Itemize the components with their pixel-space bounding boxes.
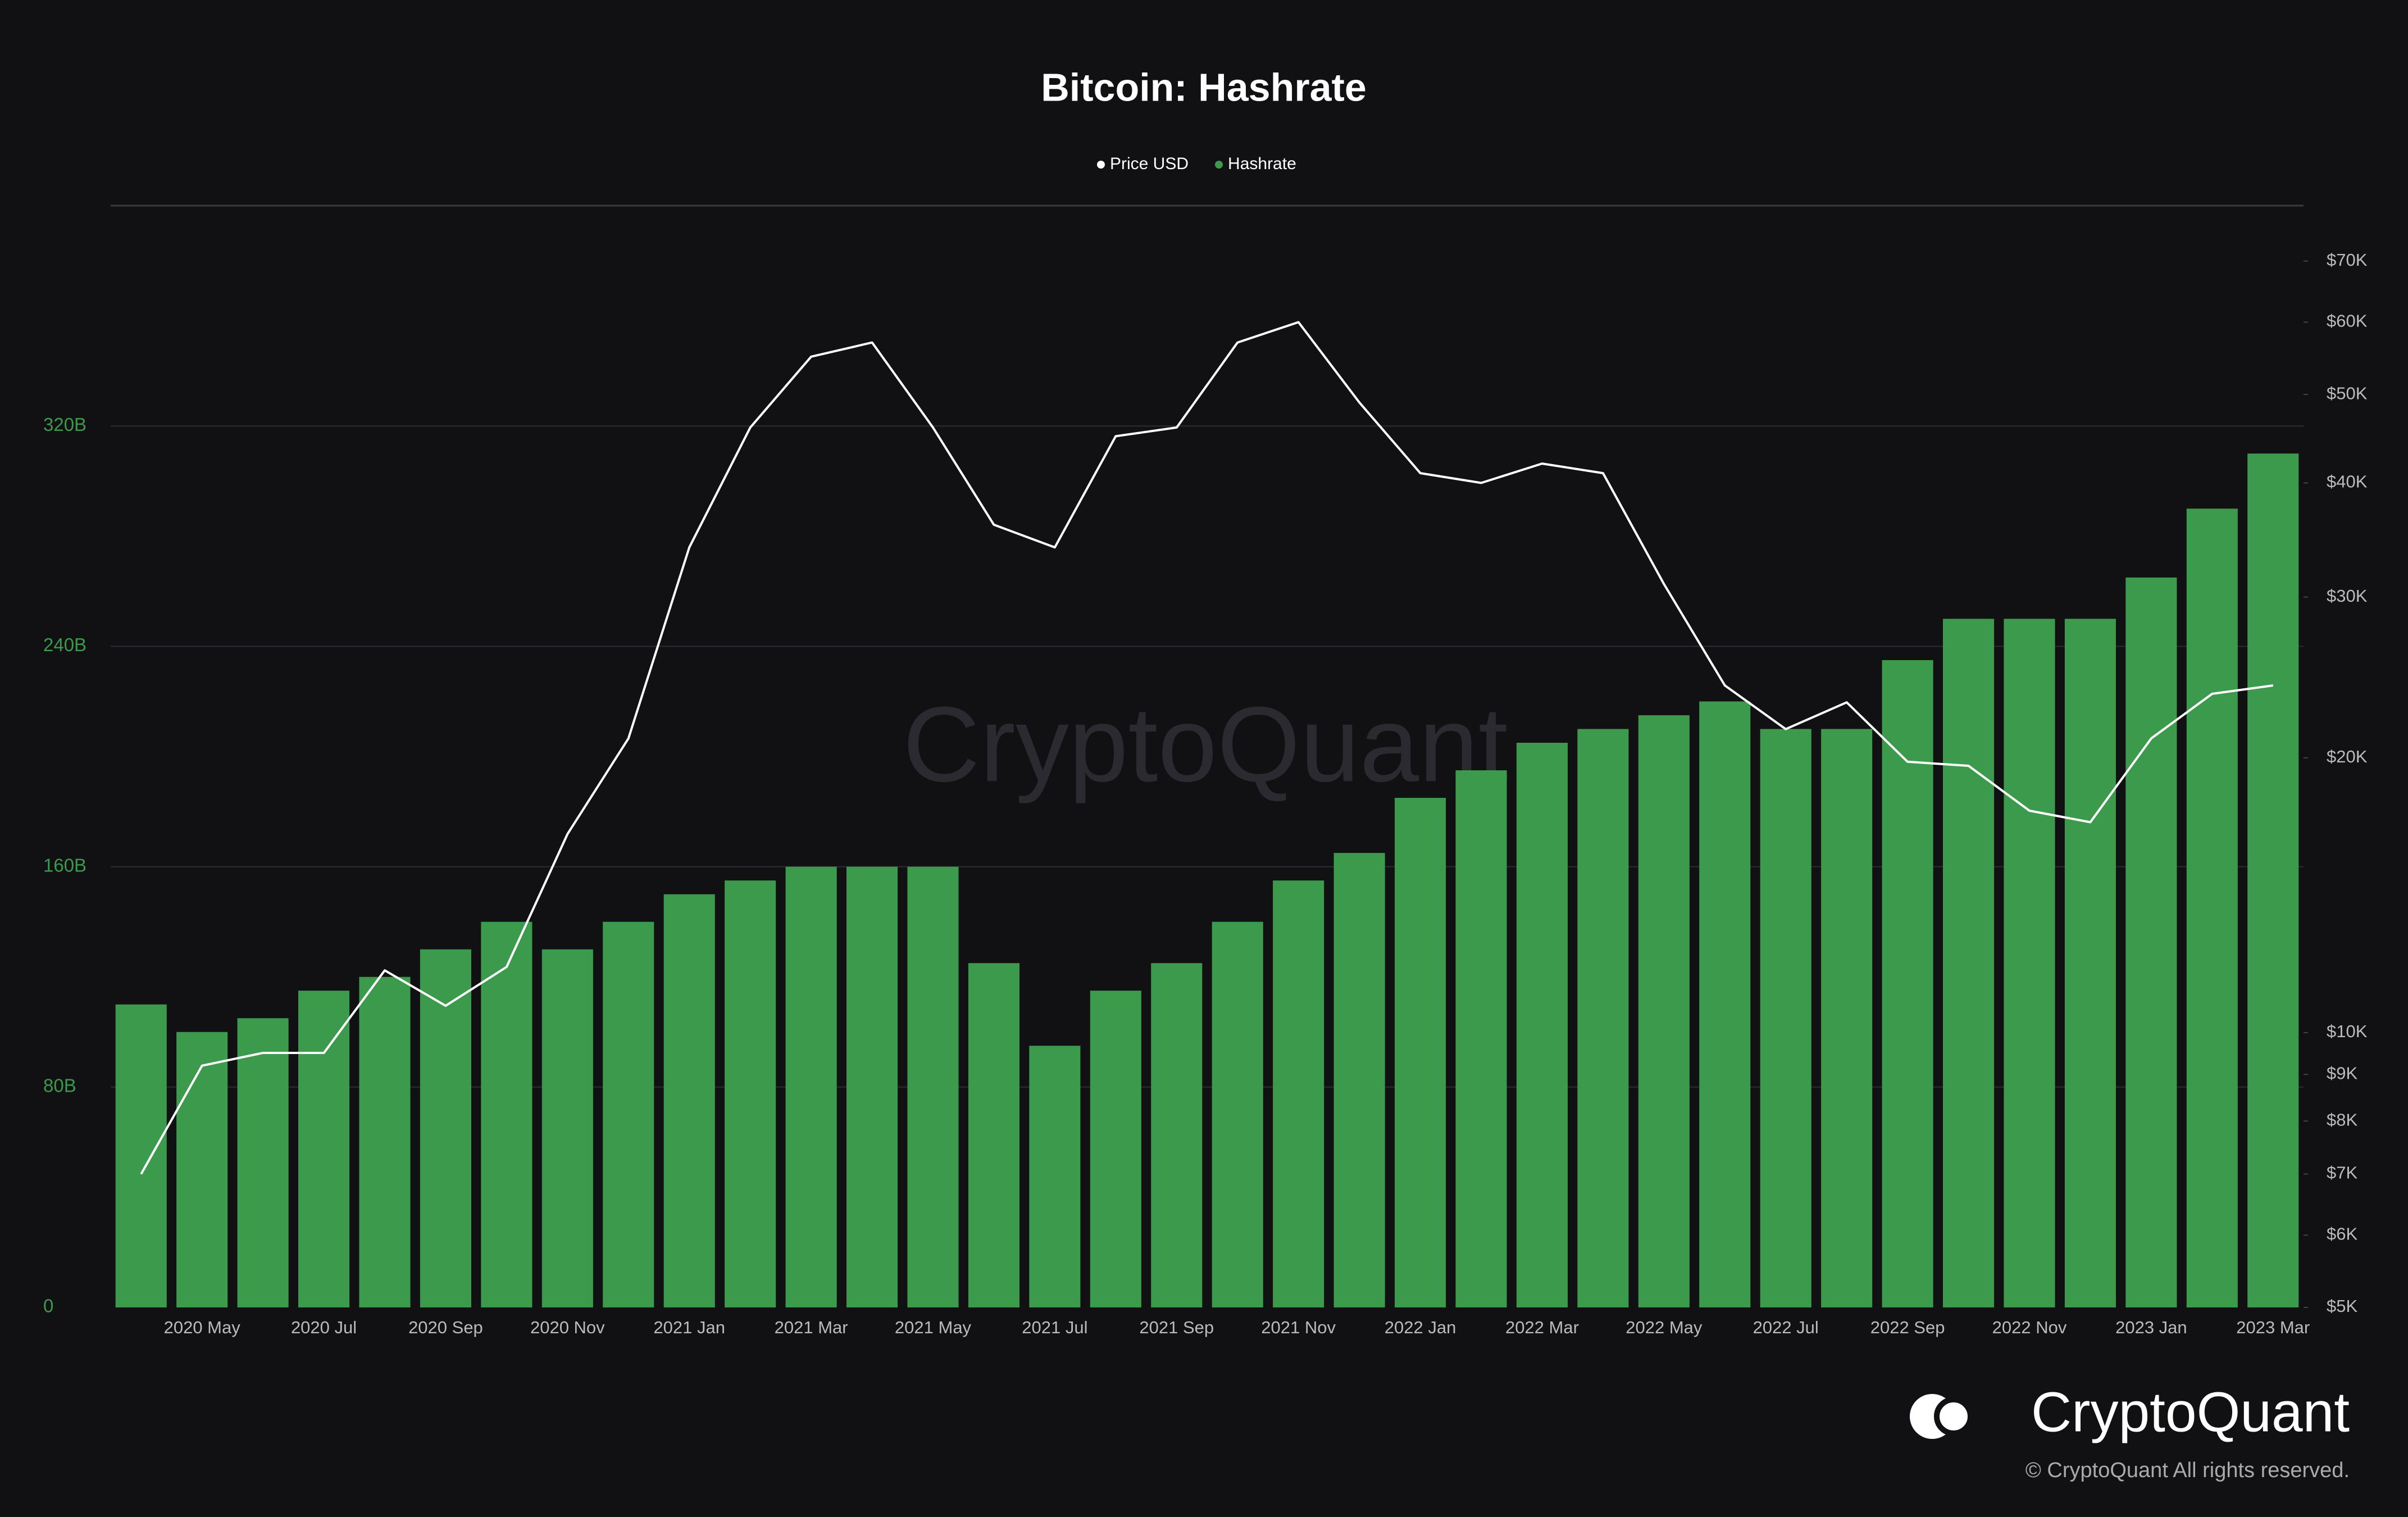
logo: CryptoQuant	[1910, 1380, 2350, 1443]
chart-title: Bitcoin: Hashrate	[1041, 65, 1367, 109]
y-tick-label: 240B	[43, 634, 87, 655]
y-tick-label: 160B	[43, 855, 87, 875]
x-tick-label: 2021 Nov	[1261, 1318, 1336, 1337]
bar	[237, 1018, 289, 1307]
bar	[1882, 660, 1933, 1307]
bar	[1455, 770, 1507, 1307]
x-tick-label: 2021 Mar	[775, 1318, 848, 1337]
y-tick-label: 80B	[43, 1075, 76, 1096]
copyright: © CryptoQuant All rights reserved.	[2025, 1459, 2350, 1482]
bar	[1333, 853, 1385, 1307]
y2-tick-label: $10K	[2327, 1021, 2368, 1041]
price-line	[140, 321, 2274, 1175]
bar	[2064, 619, 2116, 1307]
bar	[1029, 1046, 1081, 1307]
y2-tick-label: $6K	[2327, 1224, 2357, 1244]
x-tick-label: 2022 Mar	[1505, 1318, 1579, 1337]
bar	[1212, 921, 1263, 1307]
bar	[907, 866, 959, 1307]
bar	[1821, 729, 1873, 1307]
bar	[1395, 798, 1446, 1307]
x-tick-label: 2020 Jul	[291, 1318, 357, 1337]
bar	[1516, 742, 1568, 1307]
bar	[725, 880, 776, 1307]
y2-tick-label: $70K	[2327, 250, 2368, 270]
logo-icon	[1934, 1397, 1973, 1436]
legend-label: Price USD	[1110, 155, 1189, 173]
x-tick-label: 2022 May	[1626, 1318, 1703, 1337]
bar	[1943, 619, 1995, 1307]
legend-marker	[1097, 161, 1105, 169]
y2-tick-label: $40K	[2327, 472, 2368, 492]
bar	[1577, 729, 1629, 1307]
brand: CryptoQuant	[2031, 1380, 2350, 1443]
x-tick-label: 2023 Jan	[2115, 1318, 2187, 1337]
y-tick-label: 0	[43, 1296, 53, 1316]
y2-tick-label: $20K	[2327, 747, 2368, 766]
bar	[481, 921, 532, 1307]
x-tick-label: 2023 Mar	[2236, 1318, 2310, 1337]
bar	[603, 921, 654, 1307]
y2-tick-label: $5K	[2327, 1296, 2357, 1316]
bar	[2247, 453, 2299, 1307]
bar	[785, 866, 837, 1307]
y2-tick-label: $50K	[2327, 383, 2368, 403]
bar	[846, 866, 898, 1307]
y2-tick-label: $7K	[2327, 1163, 2357, 1183]
bar	[359, 976, 411, 1307]
x-tick-label: 2020 Nov	[530, 1318, 605, 1337]
bar	[968, 963, 1019, 1307]
x-tick-label: 2022 Sep	[1870, 1318, 1945, 1337]
x-tick-label: 2022 Jan	[1385, 1318, 1456, 1337]
y2-tick-label: $30K	[2327, 586, 2368, 606]
y-tick-label: 320B	[43, 414, 87, 435]
watermark: CryptoQuant	[903, 685, 1508, 804]
bar	[115, 1004, 167, 1307]
bar	[2186, 508, 2238, 1307]
x-tick-label: 2021 Jan	[653, 1318, 725, 1337]
bar	[1699, 701, 1751, 1307]
y2-tick-label: $9K	[2327, 1063, 2357, 1083]
x-tick-label: 2021 Sep	[1139, 1318, 1214, 1337]
legend-marker	[1215, 161, 1223, 169]
y2-tick-label: $60K	[2327, 311, 2368, 331]
x-tick-label: 2021 Jul	[1022, 1318, 1087, 1337]
bar	[541, 949, 593, 1307]
y2-tick-label: $8K	[2327, 1110, 2357, 1130]
bar	[1273, 880, 1324, 1307]
bar	[420, 949, 471, 1307]
bar	[176, 1032, 228, 1307]
x-tick-label: 2022 Jul	[1753, 1318, 1819, 1337]
bar	[1151, 963, 1203, 1307]
legend-label: Hashrate	[1228, 155, 1296, 173]
bar	[1090, 991, 1141, 1307]
x-tick-label: 2021 May	[895, 1318, 972, 1337]
x-tick-label: 2020 May	[164, 1318, 241, 1337]
bar	[663, 894, 715, 1307]
bar	[1760, 729, 1811, 1307]
bar	[1638, 715, 1690, 1307]
bar	[298, 991, 350, 1307]
bar	[2125, 577, 2177, 1307]
grid	[111, 425, 2304, 1088]
x-tick-label: 2022 Nov	[1992, 1318, 2067, 1337]
bar	[2004, 619, 2055, 1307]
x-tick-label: 2020 Sep	[408, 1318, 483, 1337]
